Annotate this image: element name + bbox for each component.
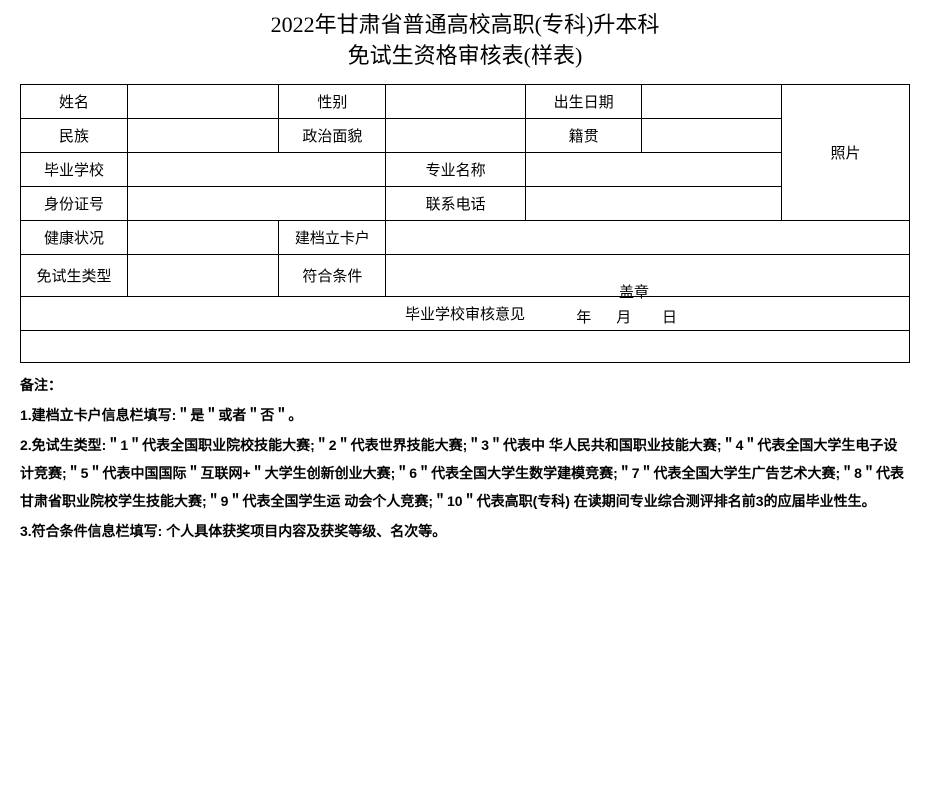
label-ethnicity: 民族 <box>21 118 128 152</box>
value-exemption-type <box>128 254 279 296</box>
table-row: 免试生类型 符合条件 <box>21 254 910 296</box>
value-birth-date <box>642 84 782 118</box>
value-health-status <box>128 220 279 254</box>
notes-item3: 3.符合条件信息栏填写: 个人具体获奖项目内容及获奖等级、名次等。 <box>20 517 910 545</box>
photo-cell: 照片 <box>781 84 909 220</box>
notes-item2: 2.免试生类型:＂1＂代表全国职业院校技能大赛;＂2＂代表世界技能大赛;＂3＂代… <box>20 431 910 515</box>
label-political-status: 政治面貌 <box>279 118 386 152</box>
value-major <box>526 152 782 186</box>
label-school-review: 毕业学校审核意见 <box>21 296 910 330</box>
table-row: 毕业学校审核意见 <box>21 296 910 330</box>
value-political-status <box>386 118 526 152</box>
notes-section: 备注： 1.建档立卡户信息栏填写:＂是＂或者＂否＂。 2.免试生类型:＂1＂代表… <box>20 371 910 545</box>
table-row: 姓名 性别 出生日期 照片 <box>21 84 910 118</box>
label-major: 专业名称 <box>386 152 526 186</box>
title-line2: 免试生资格审核表(样表) <box>348 43 583 68</box>
label-qualification: 符合条件 <box>279 254 386 296</box>
label-birth-date: 出生日期 <box>526 84 642 118</box>
value-gender <box>386 84 526 118</box>
form-title: 2022年甘肃省普通高校高职(专科)升本科 免试生资格审核表(样表) <box>20 10 910 72</box>
value-ethnicity <box>128 118 279 152</box>
label-id-number: 身份证号 <box>21 186 128 220</box>
notes-item1: 1.建档立卡户信息栏填写:＂是＂或者＂否＂。 <box>20 401 910 429</box>
title-line1: 2022年甘肃省普通高校高职(专科)升本科 <box>271 12 660 37</box>
label-health-status: 健康状况 <box>21 220 128 254</box>
label-graduation-school: 毕业学校 <box>21 152 128 186</box>
date-month-label: 月 <box>616 310 633 326</box>
date-line: 年 月 日 <box>576 306 679 327</box>
date-year-label: 年 <box>576 310 593 326</box>
table-row: 身份证号 联系电话 <box>21 186 910 220</box>
label-phone: 联系电话 <box>386 186 526 220</box>
label-poverty-registered: 建档立卡户 <box>279 220 386 254</box>
value-name <box>128 84 279 118</box>
review-content-cell: 盖章 年 月 日 <box>21 330 910 362</box>
value-native-place <box>642 118 782 152</box>
label-exemption-type: 免试生类型 <box>21 254 128 296</box>
value-poverty-registered <box>386 220 910 254</box>
date-day-label: 日 <box>662 310 679 326</box>
notes-header: 备注： <box>20 371 910 399</box>
value-graduation-school <box>128 152 386 186</box>
value-phone <box>526 186 782 220</box>
label-name: 姓名 <box>21 84 128 118</box>
stamp-label: 盖章 <box>619 281 649 302</box>
value-id-number <box>128 186 386 220</box>
table-row: 毕业学校 专业名称 <box>21 152 910 186</box>
table-row: 健康状况 建档立卡户 <box>21 220 910 254</box>
label-gender: 性别 <box>279 84 386 118</box>
qualification-form-table: 姓名 性别 出生日期 照片 民族 政治面貌 籍贯 毕业学校 专业名称 身份证号 … <box>20 84 910 363</box>
label-native-place: 籍贯 <box>526 118 642 152</box>
table-row: 民族 政治面貌 籍贯 <box>21 118 910 152</box>
table-row: 盖章 年 月 日 <box>21 330 910 362</box>
